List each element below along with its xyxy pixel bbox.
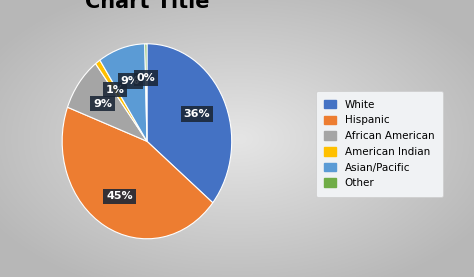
Wedge shape [147, 44, 232, 203]
Title: Chart Title: Chart Title [85, 0, 209, 12]
Text: 9%: 9% [121, 76, 140, 86]
Wedge shape [62, 107, 213, 239]
Wedge shape [100, 44, 147, 141]
Wedge shape [96, 60, 147, 141]
Text: 1%: 1% [106, 85, 124, 95]
Text: 36%: 36% [183, 109, 210, 119]
Text: 45%: 45% [106, 191, 133, 201]
Text: 0%: 0% [137, 73, 155, 83]
Wedge shape [67, 64, 147, 141]
Legend: White, Hispanic, African American, American Indian, Asian/Pacific, Other: White, Hispanic, African American, Ameri… [316, 91, 443, 197]
Wedge shape [145, 44, 147, 141]
Text: 9%: 9% [93, 99, 112, 109]
